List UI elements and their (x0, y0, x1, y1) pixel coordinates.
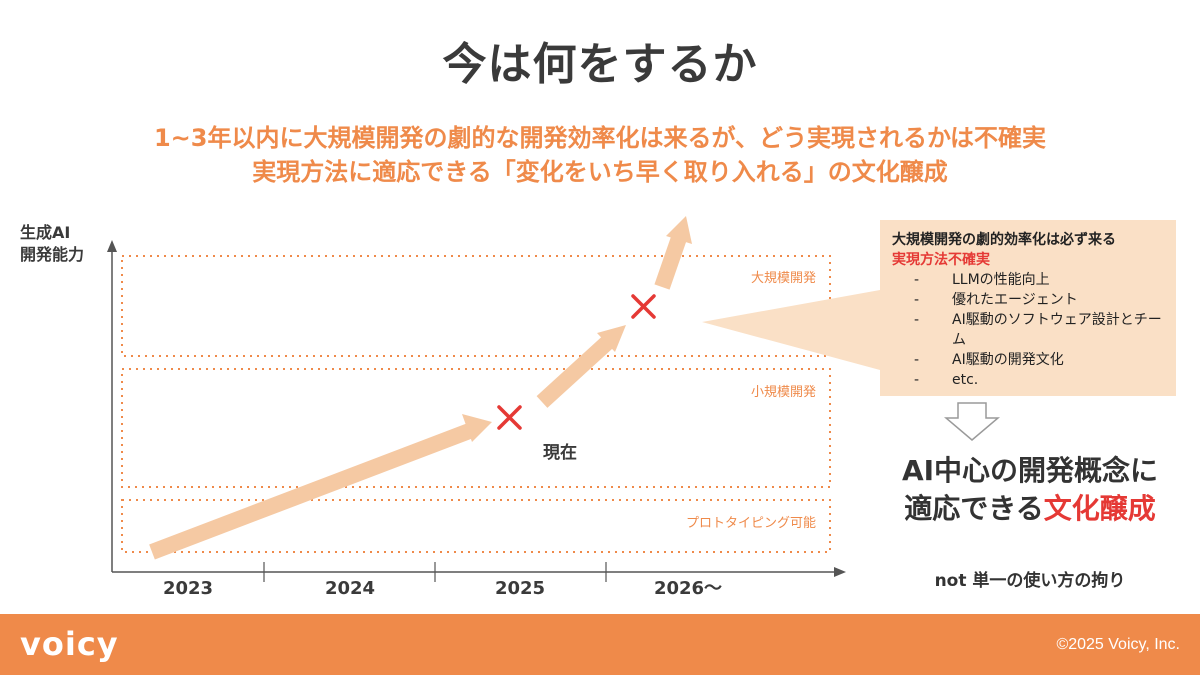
list-item: - AI駆動のソフトウェア設計とチーム (892, 310, 1166, 350)
down-arrow-icon (944, 402, 1000, 441)
callout-box: 大規模開発の劇的効率化は必ず来る 実現方法不確実 - LLMの性能向上 - 優れたエ… (880, 220, 1176, 396)
list-item-text: AI駆動の開発文化 (952, 352, 1064, 368)
current-label: 現在 (543, 442, 577, 463)
growth-arrow-segment-2 (536, 334, 616, 408)
callout-head-red: 実現方法不確実 (892, 252, 990, 268)
list-item-text: LLMの性能向上 (952, 272, 1050, 288)
band-label-prototyping: プロトタイピング可能 (686, 516, 816, 531)
list-item: - LLMの性能向上 (892, 270, 1166, 290)
x-tick-label: 2025 (495, 578, 545, 599)
y-axis-label: 生成AI 開発能力 (20, 222, 84, 266)
concept-line-2-plain: 適応できる (904, 492, 1044, 525)
y-axis-arrowhead (107, 240, 117, 252)
callout-list: - LLMの性能向上 - 優れたエージェント - AI駆動のソフトウェア設計とチーム … (892, 270, 1166, 390)
bullet-dash: - (914, 292, 920, 308)
growth-arrowhead-1 (462, 414, 492, 442)
cross-marker (497, 405, 522, 430)
bullet-dash: - (914, 272, 920, 288)
x-axis-arrowhead (834, 567, 846, 577)
concept-line-1: AI中心の開発概念に (901, 454, 1159, 487)
concept-line-2: 適応できる文化醸成 (880, 490, 1180, 528)
growth-arrow-segment-1 (149, 422, 475, 560)
callout-pointer (702, 290, 880, 370)
growth-arrowhead-2 (597, 325, 626, 352)
list-item-text: AI駆動のソフトウェア設計とチーム (952, 312, 1162, 348)
x-tick-label: 2026〜 (654, 578, 722, 599)
voicy-logo: voicy (20, 625, 119, 663)
subtitle-line-2: 実現方法に適応できる「変化をいち早く取り入れる」の文化醸成 (252, 158, 948, 186)
bullet-dash: - (914, 312, 920, 328)
list-item: - etc. (892, 370, 1166, 390)
band-large-scale (121, 255, 831, 357)
band-prototyping (121, 499, 831, 553)
y-axis-label-line-1: 生成AI (20, 223, 71, 242)
copyright-text: ©2025 Voicy, Inc. (1056, 636, 1180, 653)
cross-marker (631, 294, 656, 319)
footer-bar: voicy ©2025 Voicy, Inc. (0, 614, 1200, 675)
list-item-text: 優れたエージェント (952, 292, 1078, 308)
y-axis-label-line-2: 開発能力 (20, 245, 85, 264)
list-item: - 優れたエージェント (892, 290, 1166, 310)
callout-head: 大規模開発の劇的効率化は必ず来る (892, 232, 1116, 248)
list-item: - AI駆動の開発文化 (892, 350, 1166, 370)
bullet-dash: - (914, 372, 920, 388)
slide-title: 今は何をするか (442, 39, 758, 90)
growth-arrowhead-3 (666, 216, 692, 244)
list-item-text: etc. (952, 372, 979, 388)
concept-text: AI中心の開発概念に 適応できる文化醸成 (880, 452, 1180, 528)
band-label-large: 大規模開発 (751, 271, 816, 286)
x-tick-label: 2024 (325, 578, 375, 599)
note-text: not 単一の使い方の拘り (934, 571, 1126, 591)
x-tick-label: 2023 (163, 578, 213, 599)
growth-arrow-segment-3 (654, 235, 687, 290)
bullet-dash: - (914, 352, 920, 368)
subtitle-line-1: 1~3年以内に大規模開発の劇的な開発効率化は来るが、どう実現されるかは不確実 (153, 124, 1047, 152)
concept-line-2-red: 文化醸成 (1043, 492, 1156, 525)
band-label-small: 小規模開発 (751, 385, 816, 400)
